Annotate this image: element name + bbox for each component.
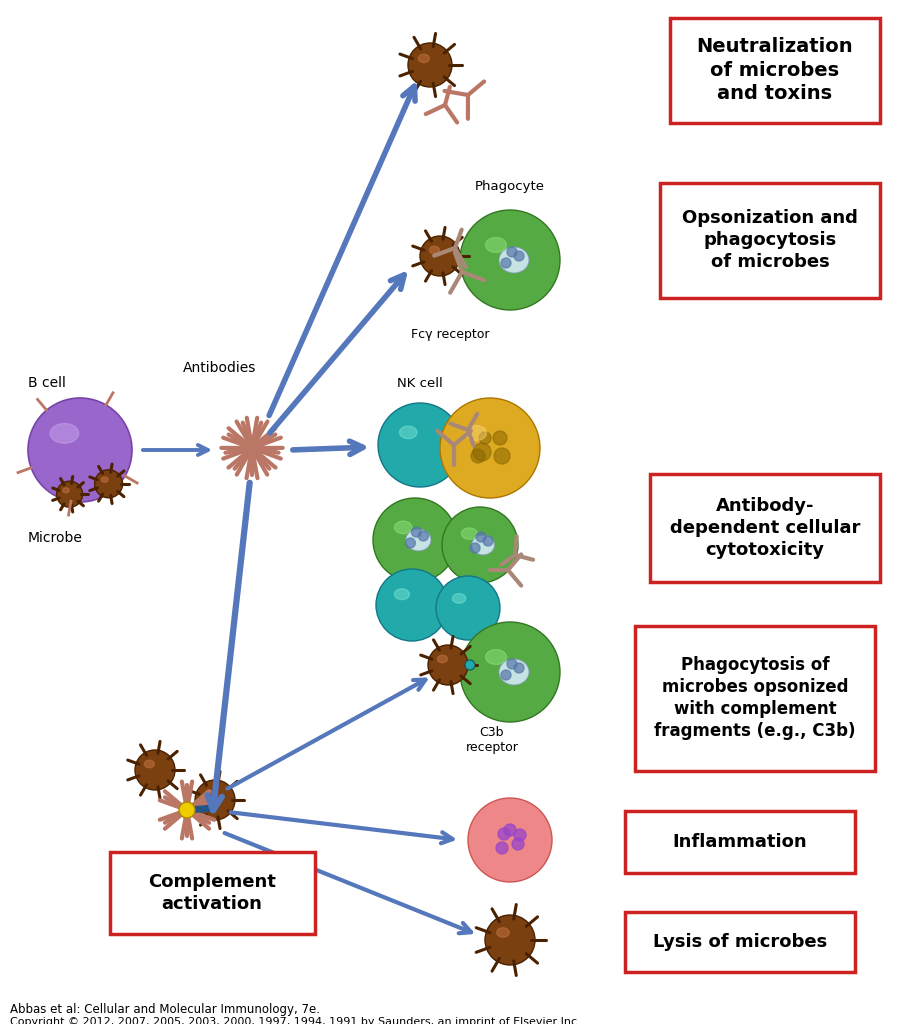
Text: Copyright © 2012, 2007, 2005, 2003, 2000, 1997, 1994, 1991 by Saunders, an impri: Copyright © 2012, 2007, 2005, 2003, 2000… <box>10 1017 581 1024</box>
Ellipse shape <box>406 529 431 551</box>
Text: C3b
receptor: C3b receptor <box>466 726 518 754</box>
Circle shape <box>471 449 485 463</box>
Circle shape <box>419 531 429 541</box>
Ellipse shape <box>452 594 466 603</box>
Circle shape <box>440 398 540 498</box>
Circle shape <box>373 498 457 582</box>
Text: Phagocyte: Phagocyte <box>475 180 545 193</box>
Circle shape <box>378 403 462 487</box>
Circle shape <box>501 670 511 680</box>
Ellipse shape <box>144 760 154 768</box>
Ellipse shape <box>486 238 507 253</box>
Circle shape <box>514 663 524 673</box>
FancyBboxPatch shape <box>670 17 880 123</box>
Ellipse shape <box>461 528 478 540</box>
Text: Inflammation: Inflammation <box>673 833 807 851</box>
Circle shape <box>473 443 491 461</box>
FancyBboxPatch shape <box>650 474 880 582</box>
Circle shape <box>460 622 560 722</box>
Circle shape <box>494 449 510 464</box>
Circle shape <box>493 431 507 445</box>
Circle shape <box>468 798 552 882</box>
Circle shape <box>405 538 415 548</box>
Circle shape <box>498 828 510 840</box>
Ellipse shape <box>204 791 214 798</box>
FancyBboxPatch shape <box>625 912 855 972</box>
Text: Antibodies: Antibodies <box>183 361 257 375</box>
Circle shape <box>512 838 524 850</box>
Circle shape <box>501 258 511 268</box>
Ellipse shape <box>50 424 79 443</box>
Circle shape <box>376 569 448 641</box>
Circle shape <box>507 247 517 257</box>
Circle shape <box>411 527 421 537</box>
Text: Neutralization
of microbes
and toxins: Neutralization of microbes and toxins <box>696 37 854 103</box>
Ellipse shape <box>419 54 429 62</box>
Circle shape <box>460 210 560 310</box>
Circle shape <box>420 236 460 276</box>
Ellipse shape <box>394 521 412 534</box>
FancyBboxPatch shape <box>110 852 314 934</box>
Circle shape <box>135 750 175 790</box>
Circle shape <box>507 659 517 669</box>
Circle shape <box>465 660 475 670</box>
Ellipse shape <box>486 649 507 665</box>
Circle shape <box>428 645 468 685</box>
Ellipse shape <box>394 589 410 600</box>
Ellipse shape <box>438 655 448 663</box>
FancyBboxPatch shape <box>635 626 875 770</box>
Text: B cell: B cell <box>28 376 66 390</box>
Ellipse shape <box>497 928 509 937</box>
Circle shape <box>408 43 452 87</box>
Circle shape <box>470 543 480 553</box>
Ellipse shape <box>466 426 487 440</box>
Text: Phagocytosis of
microbes opsonized
with complement
fragments (e.g., C3b): Phagocytosis of microbes opsonized with … <box>655 655 855 740</box>
Text: Fcγ receptor: Fcγ receptor <box>410 328 489 341</box>
Circle shape <box>436 575 500 640</box>
Ellipse shape <box>63 487 69 493</box>
Ellipse shape <box>429 246 439 254</box>
Text: NK cell: NK cell <box>397 377 443 390</box>
FancyBboxPatch shape <box>660 182 880 298</box>
Circle shape <box>442 507 518 583</box>
Circle shape <box>28 398 132 502</box>
Circle shape <box>483 536 493 546</box>
Ellipse shape <box>499 659 529 685</box>
Text: Abbas et al: Cellular and Molecular Immunology, 7e.: Abbas et al: Cellular and Molecular Immu… <box>10 1004 320 1017</box>
Circle shape <box>479 432 491 444</box>
Circle shape <box>496 842 508 854</box>
Text: Opsonization and
phagocytosis
of microbes: Opsonization and phagocytosis of microbe… <box>682 209 858 271</box>
Text: Antibody-
dependent cellular
cytotoxicity: Antibody- dependent cellular cytotoxicit… <box>670 497 860 559</box>
Ellipse shape <box>101 477 108 482</box>
Circle shape <box>485 915 535 965</box>
Circle shape <box>504 824 516 836</box>
Circle shape <box>94 470 123 498</box>
Ellipse shape <box>471 536 495 555</box>
Text: Microbe: Microbe <box>28 531 83 545</box>
FancyBboxPatch shape <box>625 811 855 873</box>
Circle shape <box>514 829 526 841</box>
Ellipse shape <box>400 426 417 438</box>
Circle shape <box>56 481 83 507</box>
Circle shape <box>195 780 235 820</box>
Circle shape <box>514 251 524 261</box>
Text: Complement
activation: Complement activation <box>148 872 276 913</box>
Circle shape <box>179 802 195 818</box>
Ellipse shape <box>499 247 529 273</box>
Text: Lysis of microbes: Lysis of microbes <box>653 933 827 951</box>
Circle shape <box>476 532 486 542</box>
